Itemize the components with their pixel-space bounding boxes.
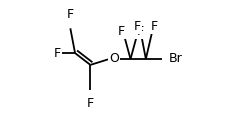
Text: F: F — [67, 8, 74, 21]
Text: Br: Br — [168, 53, 181, 65]
Text: F: F — [136, 25, 143, 38]
Text: F: F — [133, 20, 141, 33]
Text: F: F — [54, 47, 61, 60]
Text: F: F — [150, 20, 157, 33]
Text: F: F — [117, 25, 124, 38]
Text: F: F — [86, 97, 94, 110]
Text: O: O — [109, 53, 118, 65]
